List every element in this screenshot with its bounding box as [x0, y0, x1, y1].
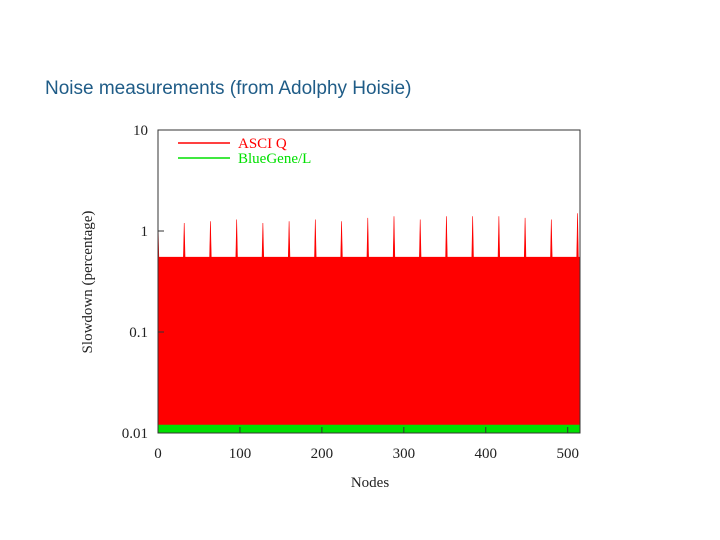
- area: [157, 213, 581, 434]
- plot-frame: [157, 129, 581, 434]
- slide-title: Noise measurements (from Adolphy Hoisie): [45, 78, 411, 99]
- y-tick-label: 10: [133, 123, 148, 139]
- x-tick-label: 500: [556, 446, 579, 462]
- y-tick-label: 0.01: [122, 426, 148, 442]
- x-tick-label: 300: [393, 446, 416, 462]
- legend-label: BlueGene/L: [238, 151, 311, 167]
- x-tick-label: 200: [311, 446, 334, 462]
- x-axis-label: Nodes: [351, 475, 389, 491]
- y-tick-label: 0.1: [129, 325, 148, 341]
- y-tick-label: 1: [141, 224, 149, 240]
- x-tick-label: 0: [154, 446, 162, 462]
- x-tick-label: 400: [475, 446, 498, 462]
- x-tick-label: 100: [229, 446, 252, 462]
- legend-label: ASCI Q: [238, 136, 287, 152]
- y-axis-label: Slowdown (percentage): [80, 211, 96, 354]
- area: [157, 424, 581, 434]
